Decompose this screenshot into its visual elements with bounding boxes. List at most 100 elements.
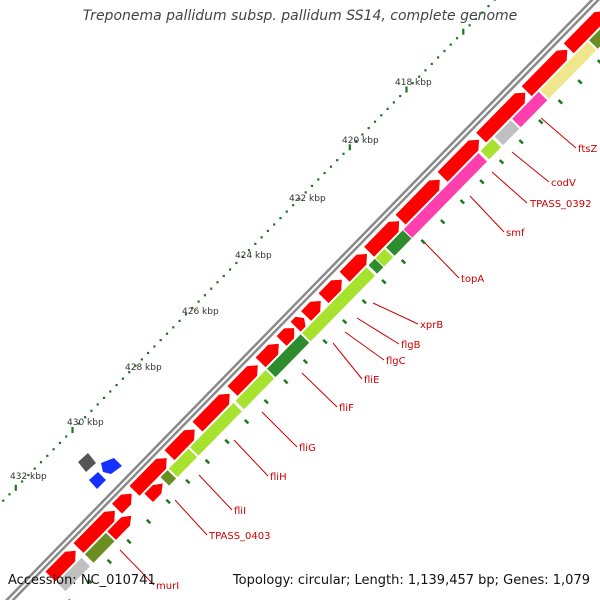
cds-arrow-19[interactable] (45, 550, 76, 582)
leader-line (469, 195, 505, 233)
cds-arrow-10[interactable] (290, 316, 306, 332)
scale-tick (8, 493, 11, 496)
feature-box-3[interactable] (512, 91, 548, 128)
feature-box-11[interactable] (267, 334, 310, 378)
scale-tick (84, 416, 87, 419)
scale-tick (33, 467, 36, 470)
inner-tick (557, 99, 564, 105)
scale-tick (65, 435, 68, 438)
feature-box-7[interactable] (386, 230, 412, 256)
gene-label-smf[interactable]: smf (506, 228, 525, 239)
feature-blue-arrow-2[interactable] (89, 472, 106, 489)
scale-tick (449, 43, 452, 46)
feature-box-10[interactable] (302, 267, 375, 342)
scale-ring (2, 0, 496, 502)
inner-tick (165, 498, 171, 505)
leader-line (174, 499, 208, 536)
leader-line (372, 302, 419, 325)
cds-arrow-4[interactable] (437, 139, 480, 182)
scale-tick (241, 255, 244, 258)
scale-tick (367, 127, 370, 130)
scale-tick (424, 69, 427, 72)
feature-box-6[interactable] (403, 153, 488, 238)
gene-label-xprB[interactable]: xprB (420, 320, 443, 331)
inner-tick (518, 139, 524, 145)
cds-arrow-9[interactable] (301, 301, 321, 321)
gene-label-fliF[interactable]: fliF (339, 403, 354, 414)
inner-tick (577, 79, 583, 85)
feature-gray-box[interactable] (78, 453, 96, 472)
cds-arrow-13[interactable] (227, 365, 258, 396)
scale-tick (474, 17, 477, 20)
cds-arrow-8[interactable] (318, 279, 342, 304)
scale-tick (229, 268, 232, 271)
feature-box-8[interactable] (375, 248, 394, 267)
feature-box-13[interactable] (189, 403, 242, 456)
gene-label-fliH[interactable]: fliH (270, 472, 287, 483)
cds-arrow-3[interactable] (476, 92, 526, 143)
gene-label-TPASS_0392[interactable]: TPASS_0392 (529, 199, 591, 210)
cds-arrow-5[interactable] (395, 179, 440, 225)
cds-arrow-7[interactable] (339, 253, 367, 282)
feature-box-14[interactable] (168, 448, 198, 477)
cds-arrow-11[interactable] (276, 328, 295, 346)
scale-tick (430, 62, 433, 65)
backbone (4, 0, 600, 600)
scale-tick (96, 403, 99, 406)
gene-label-topA[interactable]: topA (461, 274, 484, 285)
scale-tick (216, 281, 219, 284)
inner-tick (106, 558, 113, 565)
cds-arrow-lower-2[interactable] (107, 515, 132, 540)
leader-line (511, 151, 550, 183)
cds-arrow-1[interactable] (563, 11, 600, 54)
scale-tick (128, 371, 131, 374)
scale-tick (27, 473, 30, 477)
scale-tick (481, 11, 484, 14)
gene-label-flgC[interactable]: flgC (386, 356, 406, 367)
inner-tick (459, 199, 465, 205)
gene-label-codV[interactable]: codV (551, 178, 576, 189)
scale-tick (222, 274, 225, 277)
cds-arrow-2[interactable] (521, 49, 568, 97)
scale-labels: 418 kbp 420 kbp 422 kbp 424 kbp 426 kbp … (10, 78, 432, 482)
feature-blue-arrow-1[interactable] (101, 458, 122, 474)
scale-tick (109, 390, 112, 393)
scale-tick (298, 197, 301, 200)
scale-tick (197, 300, 200, 303)
gene-label-TPASS_0403[interactable]: TPASS_0403 (208, 531, 270, 542)
gene-label-fliG[interactable]: fliG (299, 443, 316, 454)
feature-box-16[interactable] (84, 532, 115, 563)
gene-label-murI[interactable]: murI (156, 581, 179, 592)
feature-box-12[interactable] (235, 370, 275, 410)
cds-arrow-14[interactable] (192, 393, 230, 432)
feature-box-2[interactable] (540, 41, 597, 99)
kbp-label-426: 426 kbp (182, 307, 219, 317)
cds-arrow-lower-1[interactable] (144, 483, 163, 503)
kbp-label-432: 432 kbp (10, 472, 47, 482)
inner-tick (498, 159, 505, 165)
cds-arrow-17[interactable] (112, 493, 132, 514)
feature-box-1[interactable] (589, 12, 600, 49)
inner-tick (87, 578, 93, 585)
cds-arrow-18[interactable] (73, 510, 115, 553)
cds-arrow-15[interactable] (164, 429, 195, 461)
feature-box-17[interactable] (56, 557, 90, 592)
feature-box-15[interactable] (160, 470, 177, 486)
gene-label-ftsZ[interactable]: ftsZ (578, 144, 597, 155)
cds-arrow-12[interactable] (255, 343, 279, 368)
scale-tick (310, 184, 314, 187)
feature-box-9[interactable] (368, 258, 384, 274)
inner-tick (342, 319, 348, 325)
cds-arrow-16[interactable] (129, 458, 167, 496)
gene-label-fliE[interactable]: fliE (364, 375, 379, 386)
gene-label-fliI[interactable]: fliI (234, 506, 246, 517)
scale-tick (147, 351, 150, 355)
scale-tick (348, 144, 351, 151)
feature-box-5[interactable] (480, 138, 501, 160)
feature-box-4[interactable] (494, 120, 520, 146)
scale-tick (418, 75, 421, 78)
scale-tick (336, 159, 339, 162)
gene-label-flgB[interactable]: flgB (401, 340, 421, 351)
cds-arrow-6[interactable] (364, 221, 400, 257)
